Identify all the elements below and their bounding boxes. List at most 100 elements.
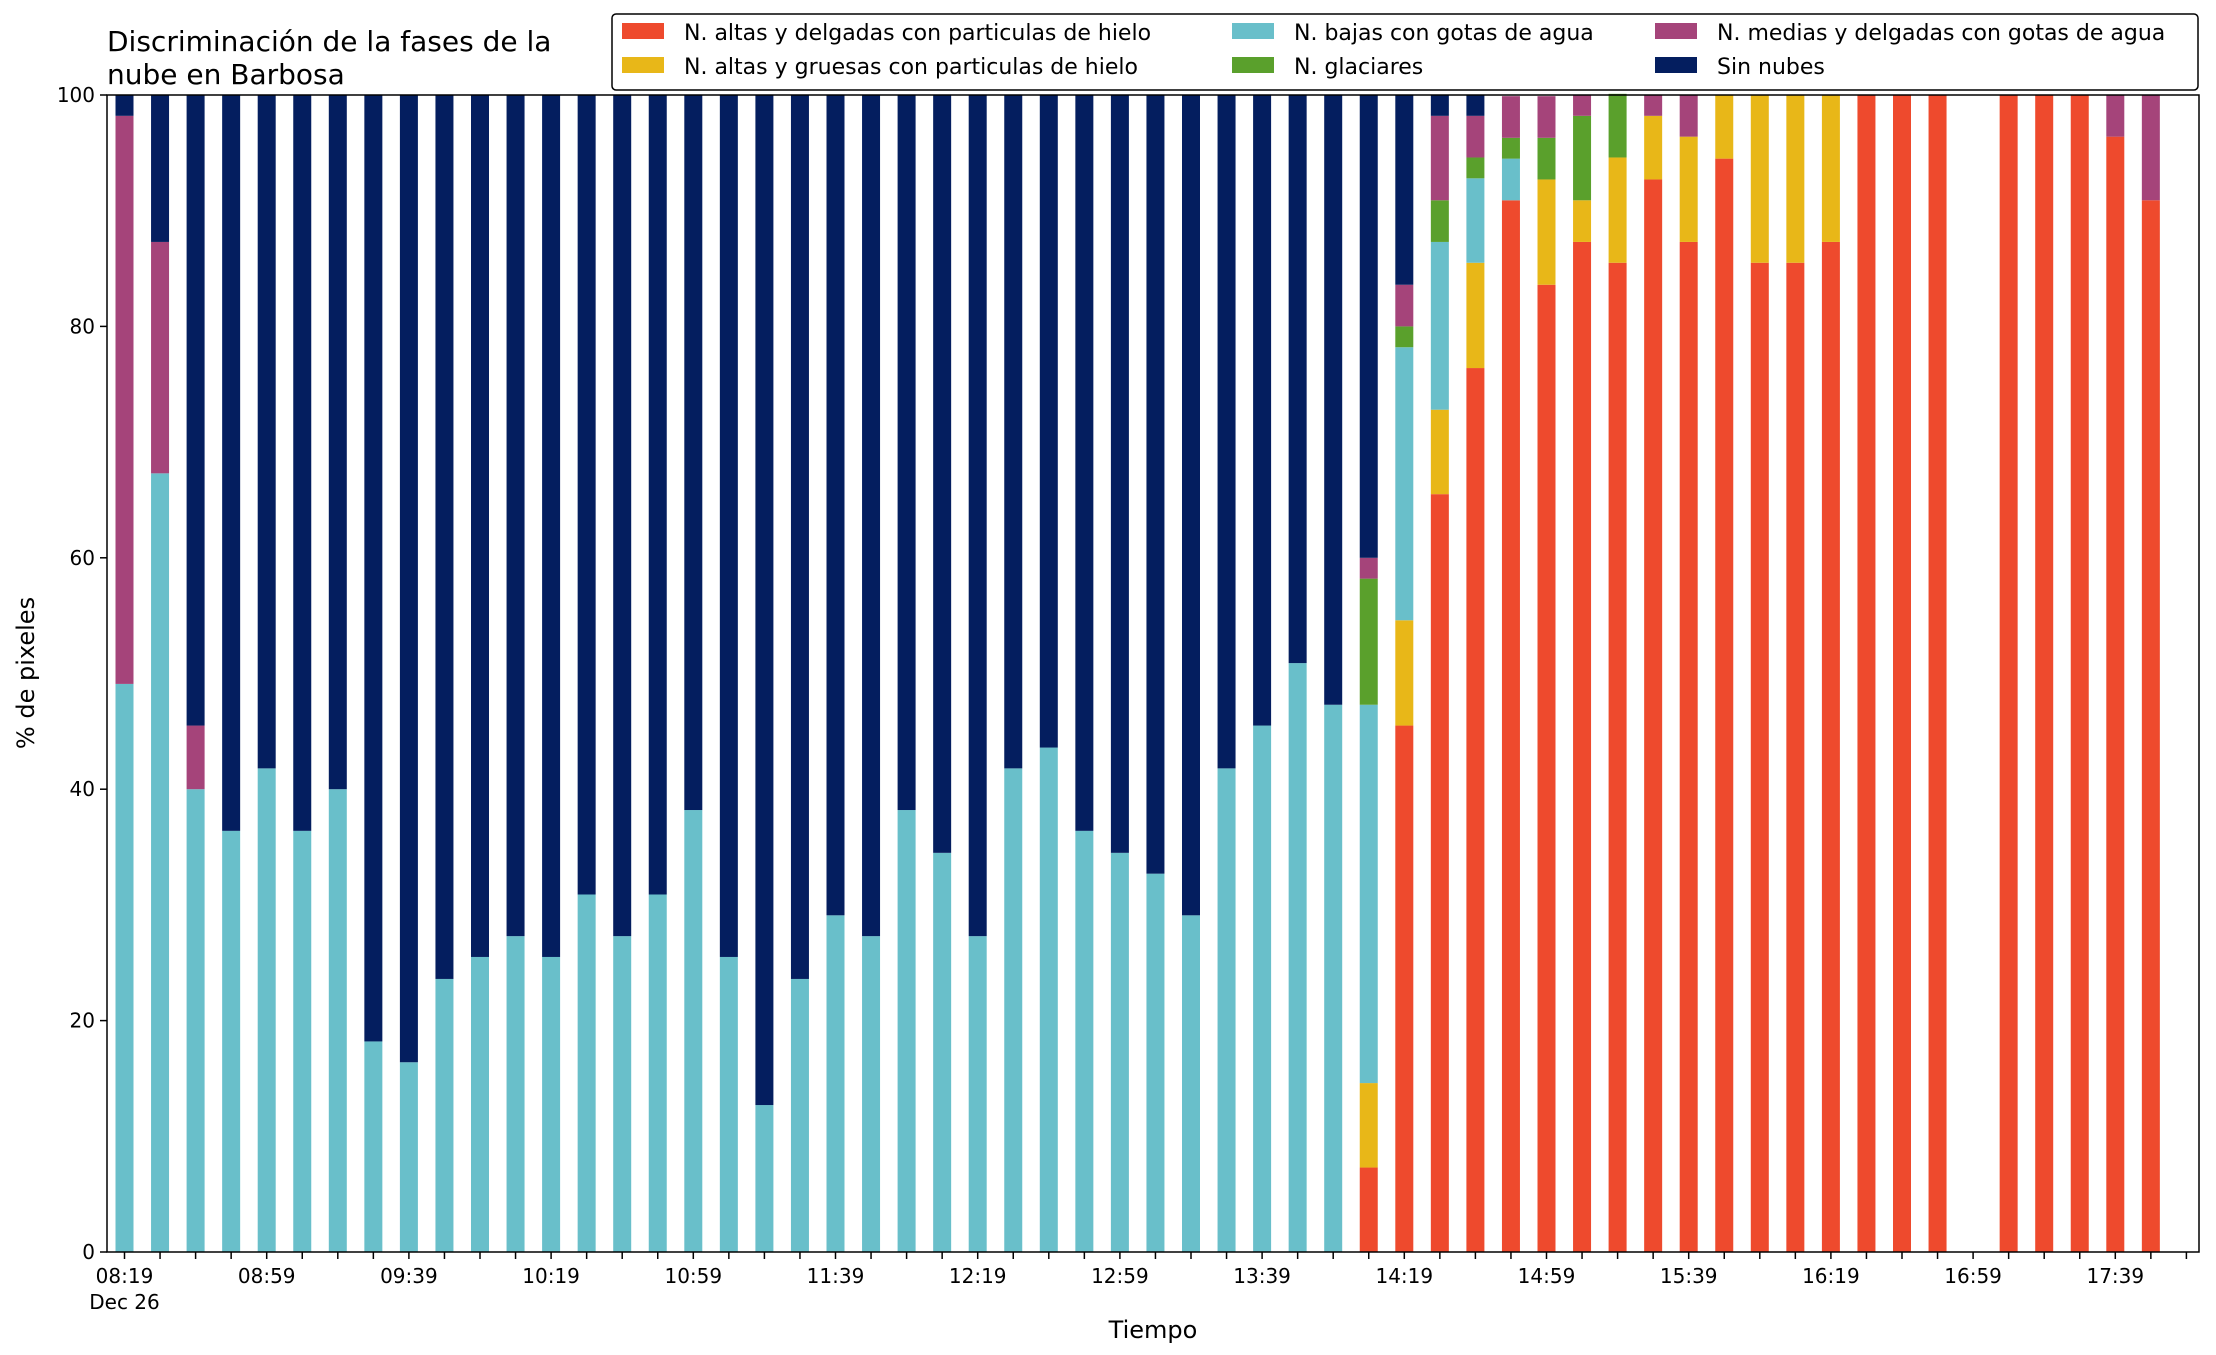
bar-segment-15-series-2 [648, 894, 667, 1252]
bar-segment-43-series-0 [1644, 179, 1663, 1253]
legend-label: N. altas y gruesas con particulas de hie… [684, 55, 1138, 80]
y-tick-label: 20 [70, 1009, 95, 1033]
x-tick-label: 11:39 [807, 1264, 865, 1288]
bar-segment-17-series-2 [719, 956, 738, 1252]
bar-segment-17-series-5 [719, 95, 738, 957]
plot-frame [106, 94, 2200, 1253]
bar-segment-23-series-5 [933, 95, 952, 853]
bar-segment-14-series-5 [613, 95, 632, 937]
bar-segment-42-series-1 [1608, 157, 1627, 263]
bar-segment-49-series-0 [1857, 95, 1876, 1252]
bar-segment-36-series-2 [1395, 347, 1414, 621]
bar-segment-27-series-5 [1075, 95, 1094, 831]
x-tick-label: 17:39 [2086, 1264, 2144, 1288]
bar-segment-40-series-3 [1537, 137, 1556, 180]
bar-segment-42-series-0 [1608, 262, 1627, 1252]
bar-segment-11-series-5 [506, 95, 525, 937]
bar-segment-26-series-2 [1039, 747, 1058, 1252]
bar-segment-21-series-5 [862, 95, 881, 937]
bar-segment-16-series-2 [684, 810, 703, 1252]
bar-segment-45-series-1 [1715, 95, 1734, 159]
y-tick-label: 80 [70, 314, 95, 338]
bar-segment-13-series-5 [577, 95, 596, 895]
bar-segment-36-series-1 [1395, 620, 1414, 726]
bar-segment-28-series-5 [1110, 95, 1129, 853]
bar-segment-13-series-2 [577, 894, 596, 1252]
bar-segment-40-series-0 [1537, 284, 1556, 1252]
bar-segment-6-series-5 [328, 95, 347, 790]
bar-segment-36-series-3 [1395, 326, 1414, 348]
chart-title-line-1: Discriminación de la fases de la [107, 25, 551, 58]
bar-segment-56-series-4 [2106, 95, 2125, 137]
bar-segment-37-series-3 [1430, 200, 1449, 242]
bar-segment-28-series-2 [1110, 852, 1129, 1252]
bar-segment-19-series-5 [790, 95, 809, 979]
legend-label: N. altas y delgadas con particulas de hi… [684, 21, 1151, 46]
legend-swatch [622, 57, 664, 73]
bar-segment-9-series-2 [435, 978, 454, 1252]
bar-segment-38-series-0 [1466, 368, 1485, 1252]
bar-segment-12-series-2 [542, 956, 561, 1252]
y-tick-label: 60 [70, 546, 95, 570]
bar-segment-48-series-1 [1821, 95, 1840, 242]
bar-segment-41-series-1 [1573, 200, 1592, 242]
y-axis-title: % de pixeles [12, 597, 40, 749]
legend-swatch [1232, 57, 1274, 73]
bar-segment-7-series-2 [364, 1041, 383, 1252]
y-axis: 0 20 40 60 80 100 [57, 83, 107, 1264]
bar-segment-36-series-5 [1395, 95, 1414, 285]
legend-label: N. bajas con gotas de agua [1294, 21, 1594, 46]
bar-segment-21-series-2 [862, 936, 881, 1252]
bar-segment-22-series-5 [897, 95, 916, 811]
bar-segment-37-series-4 [1430, 115, 1449, 201]
bar-segment-38-series-3 [1466, 157, 1485, 179]
bar-segment-4-series-2 [257, 768, 276, 1252]
bar-segment-8-series-2 [399, 1062, 418, 1252]
legend-swatch [1655, 57, 1697, 73]
bar-segment-38-series-1 [1466, 262, 1485, 369]
bar-segment-38-series-4 [1466, 115, 1485, 158]
bar-segment-48-series-0 [1821, 241, 1840, 1252]
bar-segment-37-series-2 [1430, 241, 1449, 410]
bar-segment-10-series-2 [471, 956, 489, 1252]
bar-segment-0-series-4 [115, 115, 134, 684]
bar-segment-35-series-1 [1359, 1083, 1378, 1168]
bar-segment-43-series-4 [1644, 95, 1663, 116]
bar-segment-6-series-2 [328, 789, 347, 1252]
bar-segment-25-series-2 [1004, 768, 1023, 1252]
bar-segment-57-series-0 [2141, 200, 2160, 1252]
bar-segment-35-series-3 [1359, 578, 1378, 705]
bar-segment-31-series-2 [1217, 768, 1236, 1252]
bar-segment-3-series-2 [222, 830, 241, 1252]
bar-segment-35-series-0 [1359, 1167, 1378, 1252]
bar-segment-39-series-4 [1501, 96, 1520, 138]
chart-title: Discriminación de la fases de la nube en… [107, 25, 551, 91]
legend-label: N. glaciares [1294, 55, 1423, 80]
bar-segment-29-series-5 [1146, 95, 1165, 874]
legend-frame [611, 13, 2199, 91]
bar-segment-16-series-5 [684, 95, 703, 811]
x-axis: 08:19 08:59 09:39 10:19 10:59 11:39 12:19 12:59… [89, 1252, 2188, 1314]
bar-segment-34-series-2 [1324, 704, 1343, 1252]
bar-segment-20-series-5 [826, 95, 845, 916]
bar-segment-24-series-2 [968, 936, 987, 1252]
bar-segment-57-series-4 [2141, 95, 2160, 201]
bar-segment-32-series-2 [1253, 725, 1272, 1252]
bar-segment-46-series-1 [1750, 95, 1769, 263]
bar-segment-8-series-5 [399, 95, 418, 1063]
x-tick-label: 12:59 [1091, 1264, 1149, 1288]
x-tick-label: 10:19 [522, 1264, 580, 1288]
bar-segment-37-series-0 [1430, 494, 1449, 1252]
bar-segment-20-series-2 [826, 915, 845, 1252]
bar-segment-1-series-5 [151, 95, 170, 242]
bar-segment-37-series-1 [1430, 409, 1449, 495]
legend-swatch [622, 23, 664, 39]
bar-segment-41-series-4 [1573, 95, 1592, 116]
x-tick-label: 14:19 [1375, 1264, 1433, 1288]
bar-segment-35-series-4 [1359, 557, 1378, 579]
bar-segment-30-series-2 [1182, 915, 1200, 1252]
bar-segment-1-series-4 [151, 241, 170, 474]
x-tick-label: 08:59 [238, 1264, 296, 1288]
